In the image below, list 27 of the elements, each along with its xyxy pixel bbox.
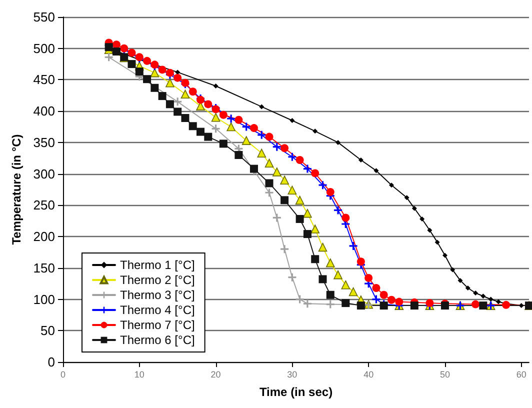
x-axis-title: Time (in sec) — [259, 385, 333, 399]
y-tick-label: 300 — [33, 166, 55, 182]
y-tick-label: 350 — [33, 134, 55, 150]
y-tick-label: 550 — [33, 10, 55, 24]
y-tick-label: 100 — [33, 292, 55, 307]
y-tick-label: 250 — [33, 198, 55, 213]
x-tick-label: 60 — [516, 370, 526, 380]
legend-label: Thermo 4 [°C] — [120, 303, 195, 317]
legend-label: Thermo 2 [°C] — [120, 273, 195, 287]
y-tick-label: 150 — [33, 260, 55, 276]
y-tick-label: 400 — [33, 104, 55, 119]
legend-label: Thermo 6 [°C] — [120, 333, 195, 347]
legend-label: Thermo 7 [°C] — [120, 318, 195, 332]
x-tick-label: 0 — [60, 370, 66, 380]
x-tick-label: 40 — [364, 370, 374, 380]
y-axis-title: Temperature (in °C) — [9, 134, 24, 245]
x-tick-label: 30 — [287, 370, 298, 380]
y-tick-label: 500 — [33, 40, 55, 56]
x-tick-label: 20 — [210, 370, 221, 380]
y-tick-label: 0 — [48, 354, 55, 370]
y-tick-label: 50 — [40, 323, 55, 338]
y-tick-label: 200 — [33, 229, 55, 244]
y-tick-label: 450 — [33, 72, 55, 88]
legend-label: Thermo 1 [°C] — [120, 258, 195, 272]
x-tick-label: 50 — [440, 370, 450, 380]
x-tick-label: 10 — [134, 370, 144, 380]
legend-label: Thermo 3 [°C] — [120, 288, 195, 302]
